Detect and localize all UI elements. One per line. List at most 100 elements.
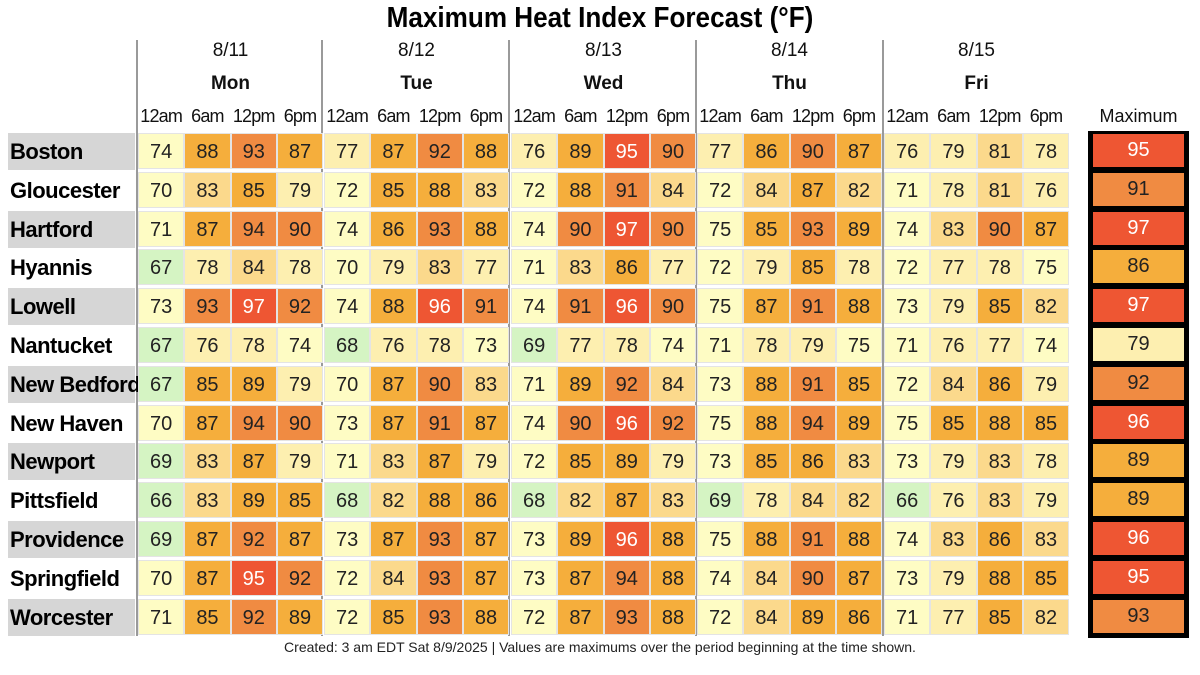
- time-label: 6am: [937, 106, 970, 126]
- heat-cell: 78: [184, 249, 231, 286]
- heat-cell: 93: [603, 598, 650, 635]
- heat-cell: 73: [884, 288, 931, 325]
- heat-cell: 73: [511, 521, 558, 557]
- heat-cell: 87: [276, 133, 324, 169]
- heat-cell: 88: [743, 521, 790, 557]
- heat-cell: 87: [557, 598, 604, 635]
- time-label: 6am: [564, 106, 597, 126]
- city-label: Newport: [8, 443, 135, 481]
- heat-cell: 68: [324, 327, 371, 363]
- city-label: New Haven: [10, 410, 123, 436]
- heat-cell: 85: [370, 598, 417, 635]
- heat-cell: 88: [649, 521, 697, 557]
- heat-cell: 74: [324, 288, 371, 325]
- heat-cell: 86: [743, 133, 790, 169]
- heat-cell: 82: [1022, 288, 1070, 325]
- time-label: 6pm: [1029, 106, 1063, 126]
- heat-cell: 69: [511, 327, 558, 363]
- heat-cell: 89: [276, 598, 324, 635]
- heat-cell: 78: [743, 327, 790, 363]
- max-cell: 86: [1093, 250, 1184, 284]
- heat-cell: 85: [1022, 559, 1070, 596]
- heat-cell: 85: [976, 288, 1023, 325]
- heat-cell: 78: [1022, 443, 1070, 480]
- heat-cell: 86: [370, 210, 417, 247]
- heat-cell: 70: [138, 171, 185, 208]
- heat-cell: 67: [138, 365, 185, 402]
- heat-cell: 83: [557, 249, 604, 286]
- time-label: 12am: [699, 106, 742, 126]
- heat-cell: 74: [649, 327, 697, 363]
- heat-cell: 74: [138, 133, 185, 169]
- heat-cell: 90: [649, 288, 697, 325]
- heat-cell: 85: [1022, 404, 1070, 441]
- heat-cell: 71: [884, 171, 931, 208]
- city-label: Springfield: [10, 565, 120, 591]
- max-cell: 96: [1093, 522, 1184, 555]
- heat-cell: 72: [511, 171, 558, 208]
- heat-cell: 87: [603, 482, 650, 519]
- day-date: 8/12: [398, 40, 435, 61]
- heat-cell: 84: [743, 171, 790, 208]
- day-date: 8/14: [771, 40, 808, 61]
- heat-cell: 68: [511, 482, 558, 519]
- heat-cell: 83: [649, 482, 697, 519]
- heat-cell: 79: [1022, 365, 1070, 402]
- heat-cell: 82: [835, 482, 883, 519]
- heat-cell: 90: [649, 133, 697, 169]
- heat-cell: 87: [462, 404, 510, 441]
- chart-title: Maximum Heat Index Forecast (°F): [386, 2, 814, 34]
- heat-cell: 79: [789, 327, 836, 363]
- heat-cell: 78: [603, 327, 650, 363]
- time-label: 12pm: [605, 106, 649, 126]
- time-label: 6pm: [283, 106, 317, 126]
- heat-cell: 89: [789, 598, 836, 635]
- time-label: 12am: [886, 106, 929, 126]
- heat-cell: 77: [697, 133, 744, 169]
- heat-cell: 89: [603, 443, 650, 480]
- heat-cell: 70: [324, 365, 371, 402]
- heat-cell: 88: [743, 365, 790, 402]
- time-label: 6am: [377, 106, 410, 126]
- heat-cell: 93: [416, 521, 463, 557]
- heat-cell: 83: [976, 482, 1023, 519]
- heat-cell: 91: [557, 288, 604, 325]
- heat-cell: 75: [697, 404, 744, 441]
- heat-cell: 82: [835, 171, 883, 208]
- heat-cell: 79: [649, 443, 697, 480]
- heat-cell: 82: [557, 482, 604, 519]
- heat-cell: 89: [835, 210, 883, 247]
- heat-cell: 88: [462, 133, 510, 169]
- heat-cell: 72: [324, 171, 371, 208]
- heat-cell: 96: [603, 288, 650, 325]
- heat-cell: 94: [230, 210, 277, 247]
- heat-cell: 78: [1022, 133, 1070, 169]
- heat-cell: 78: [743, 482, 790, 519]
- heat-cell: 73: [324, 521, 371, 557]
- heat-cell: 90: [276, 404, 324, 441]
- heat-cell: 76: [511, 133, 558, 169]
- heat-cell: 89: [557, 521, 604, 557]
- heat-cell: 69: [697, 482, 744, 519]
- heat-cell: 86: [835, 598, 883, 635]
- heat-cell: 93: [184, 288, 231, 325]
- heat-cell: 78: [230, 327, 277, 363]
- day-date: 8/15: [958, 40, 995, 61]
- heat-cell: 85: [835, 365, 883, 402]
- heat-cell: 77: [976, 327, 1023, 363]
- heat-cell: 89: [557, 365, 604, 402]
- heat-cell: 72: [697, 249, 744, 286]
- day-date: 8/13: [585, 40, 622, 61]
- heat-cell: 87: [462, 559, 510, 596]
- heat-cell: 85: [930, 404, 977, 441]
- heat-cell: 87: [743, 288, 790, 325]
- heat-cell: 88: [416, 482, 463, 519]
- heat-cell: 88: [462, 210, 510, 247]
- time-label: 6pm: [469, 106, 503, 126]
- heat-cell: 78: [976, 249, 1023, 286]
- day-name: Wed: [583, 73, 624, 94]
- heat-cell: 74: [511, 288, 558, 325]
- heat-cell: 72: [697, 171, 744, 208]
- heat-cell: 74: [884, 210, 931, 247]
- heat-cell: 89: [835, 404, 883, 441]
